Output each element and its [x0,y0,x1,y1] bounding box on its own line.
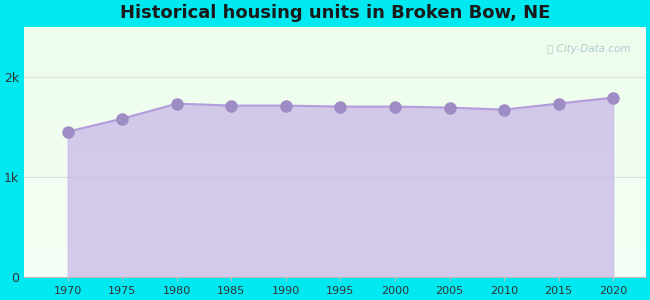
Point [445,105,455,110]
Point [335,104,346,109]
Point [281,103,291,108]
Point [172,101,182,106]
Point [226,103,237,108]
Point [553,101,564,106]
Text: ⓘ City-Data.com: ⓘ City-Data.com [547,44,630,54]
Point [390,104,400,109]
Point [117,116,127,121]
Point [499,107,509,112]
Title: Historical housing units in Broken Bow, NE: Historical housing units in Broken Bow, … [120,4,550,22]
Point [62,129,73,134]
Point [608,95,618,100]
